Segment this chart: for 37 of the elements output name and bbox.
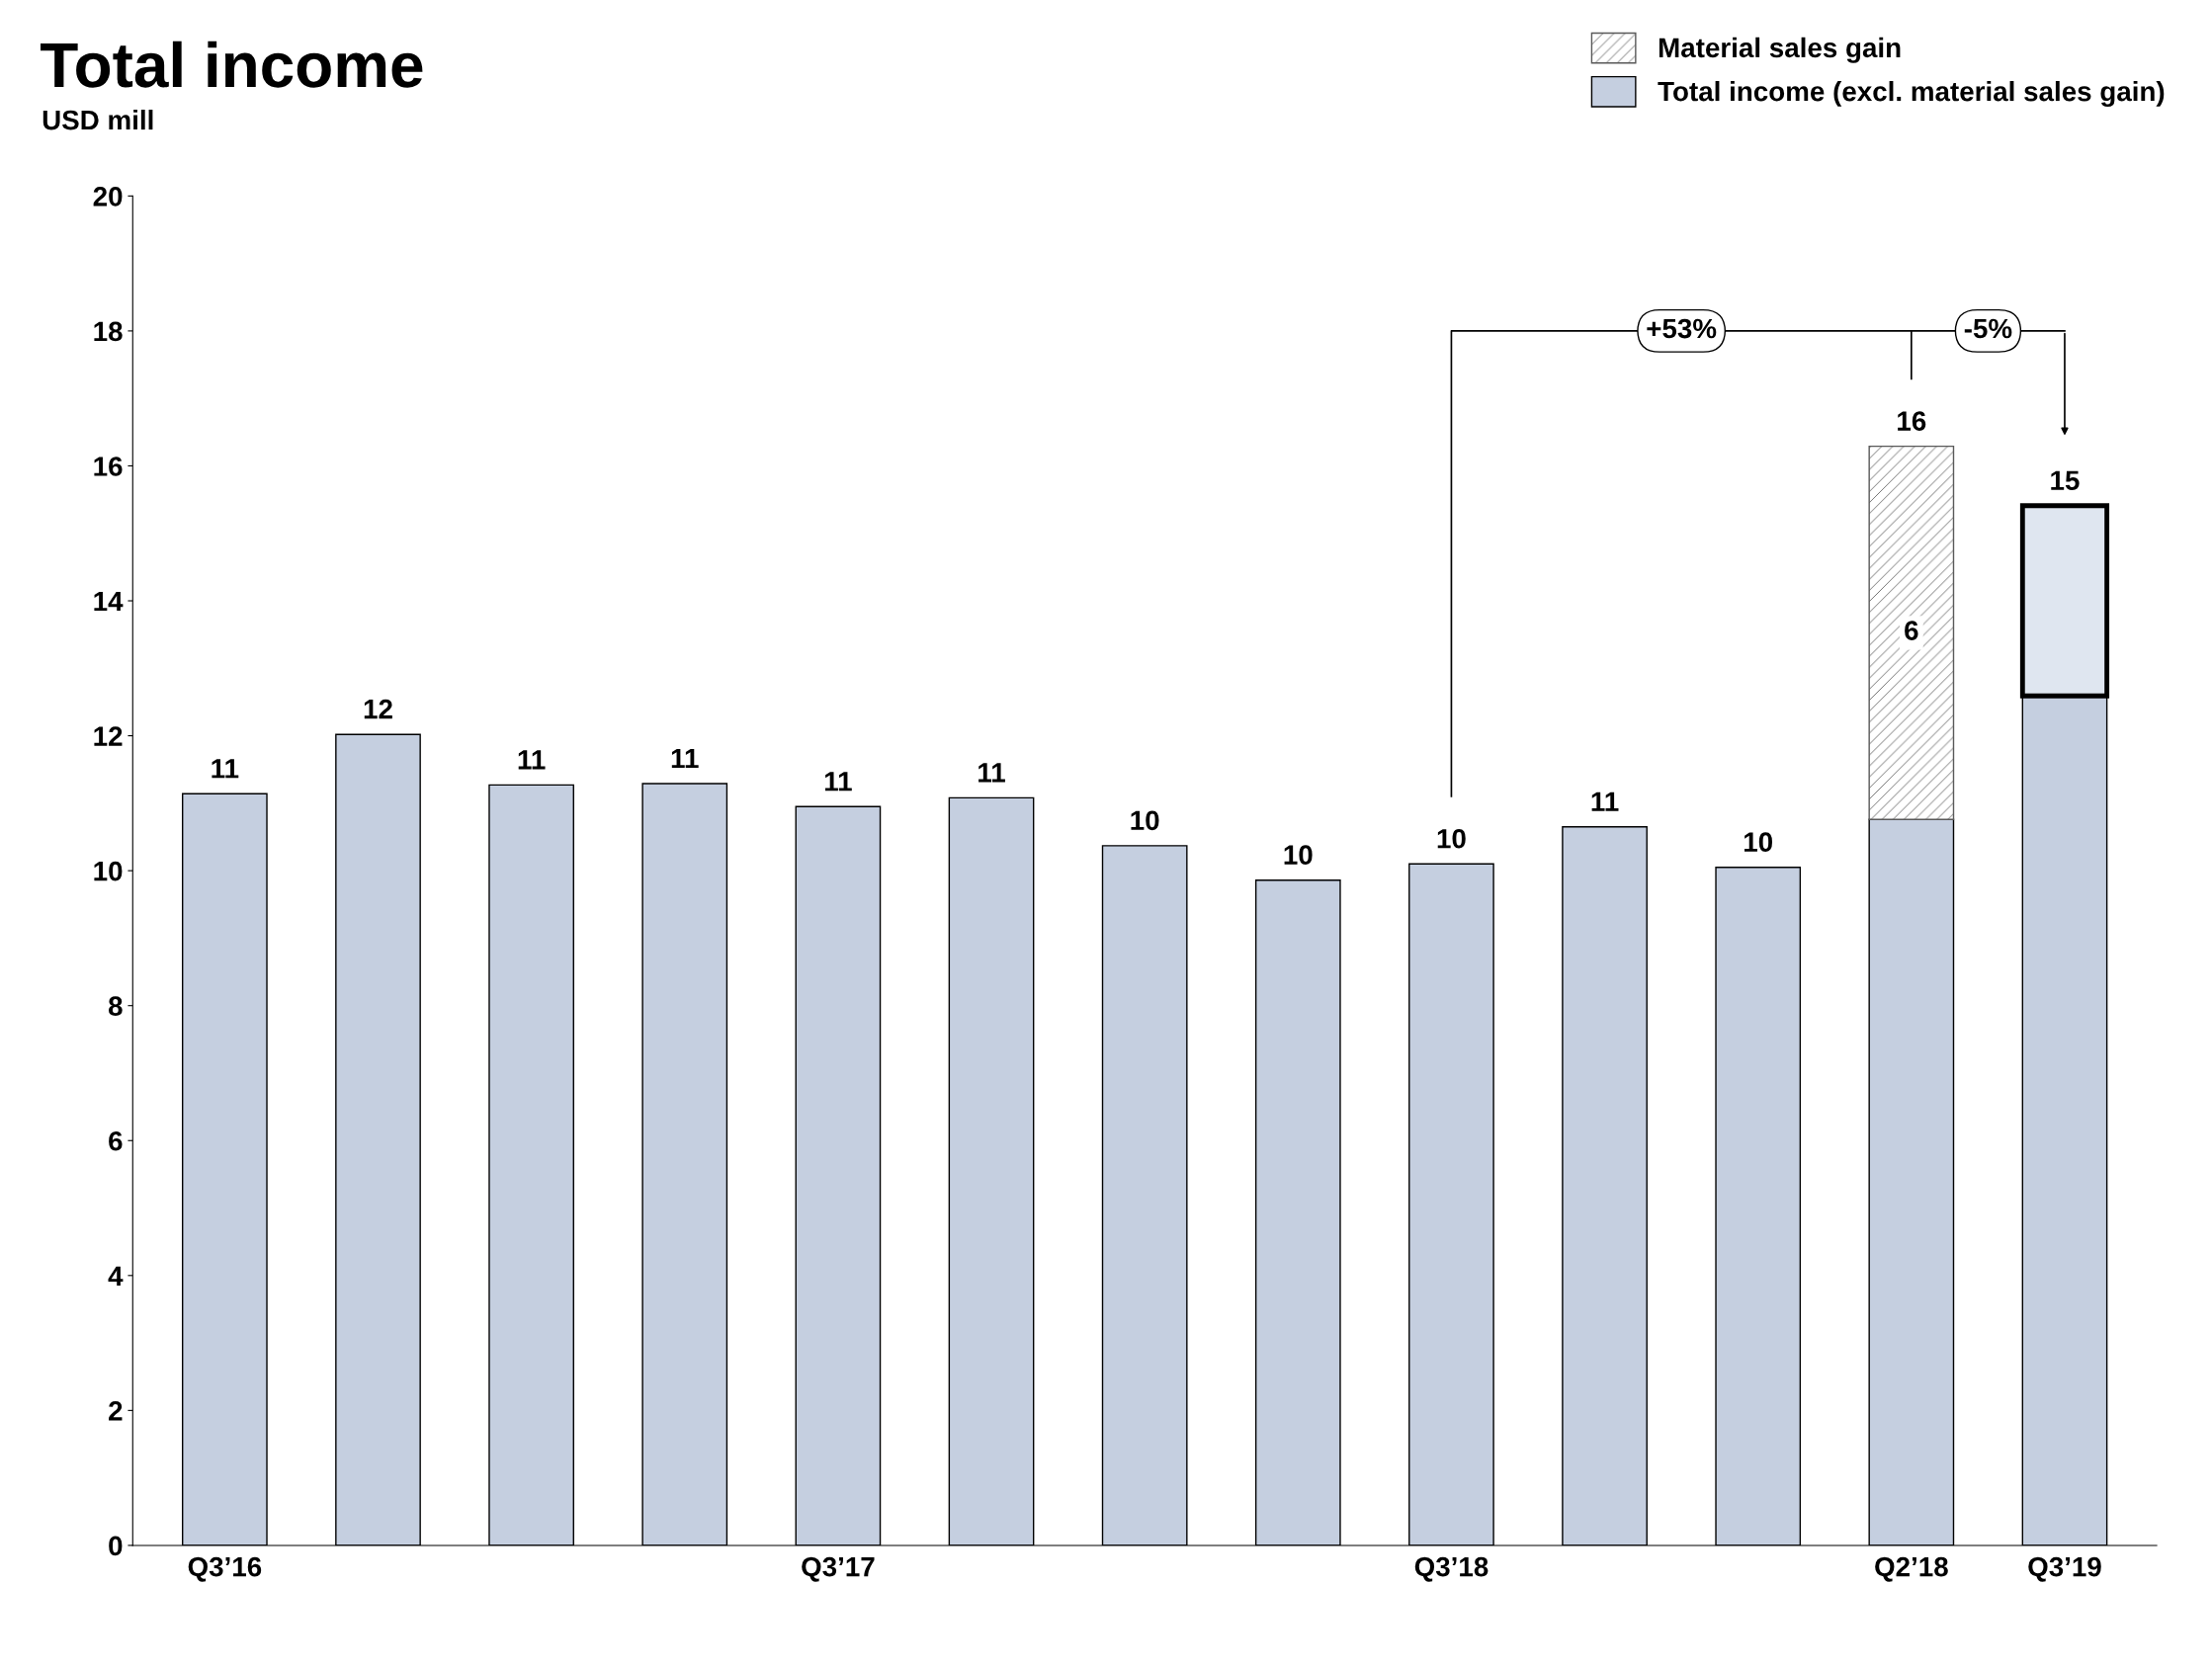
x-tick-label: Q3’16 <box>188 1556 262 1582</box>
data-label: 11 <box>671 748 699 769</box>
data-label: 10 <box>1437 828 1466 849</box>
y-tick-label: 18 <box>94 321 123 342</box>
data-label: 11 <box>1591 792 1619 811</box>
data-label: 6 <box>1905 621 1918 640</box>
total-label: 16 <box>1898 411 1926 431</box>
x-tick-label: Q3’17 <box>802 1556 875 1582</box>
y-tick-label: 8 <box>108 996 123 1017</box>
data-label: 10 <box>1284 845 1313 865</box>
bar <box>1868 445 1955 820</box>
x-tick-label: Q2’18 <box>1875 1556 1948 1582</box>
data-label: 10 <box>1131 810 1159 831</box>
data-label: 11 <box>518 750 546 770</box>
y-tick-label: 10 <box>94 861 123 881</box>
data-label: 10 <box>1744 832 1773 852</box>
y-tick-label: 12 <box>94 726 123 746</box>
y-tick-label: 0 <box>109 1536 123 1556</box>
chart-title: Total income <box>41 41 423 88</box>
y-tick-label: 16 <box>94 457 123 476</box>
x-tick-label: Q3’19 <box>2028 1556 2101 1582</box>
y-axis-title: USD mill <box>43 109 153 130</box>
legend-label: Material sales gain <box>1659 37 1901 63</box>
data-label: 11 <box>978 763 1005 783</box>
data-label: 11 <box>824 772 852 792</box>
data-label: 12 <box>364 699 392 719</box>
data-label: 11 <box>212 759 239 779</box>
y-tick-label: 2 <box>109 1401 123 1421</box>
legend-label: Total income (excl. material sales gain) <box>1658 80 2165 107</box>
y-tick-label: 6 <box>109 1130 123 1151</box>
x-tick-label: Q3’18 <box>1414 1556 1489 1582</box>
annotation: +53% <box>1647 318 1717 339</box>
y-tick-label: 14 <box>94 591 124 612</box>
y-tick-label: 20 <box>93 187 123 207</box>
annotation: -5% <box>1964 318 2012 339</box>
total-label: 15 <box>2051 470 2080 491</box>
y-tick-label: 4 <box>108 1266 124 1286</box>
